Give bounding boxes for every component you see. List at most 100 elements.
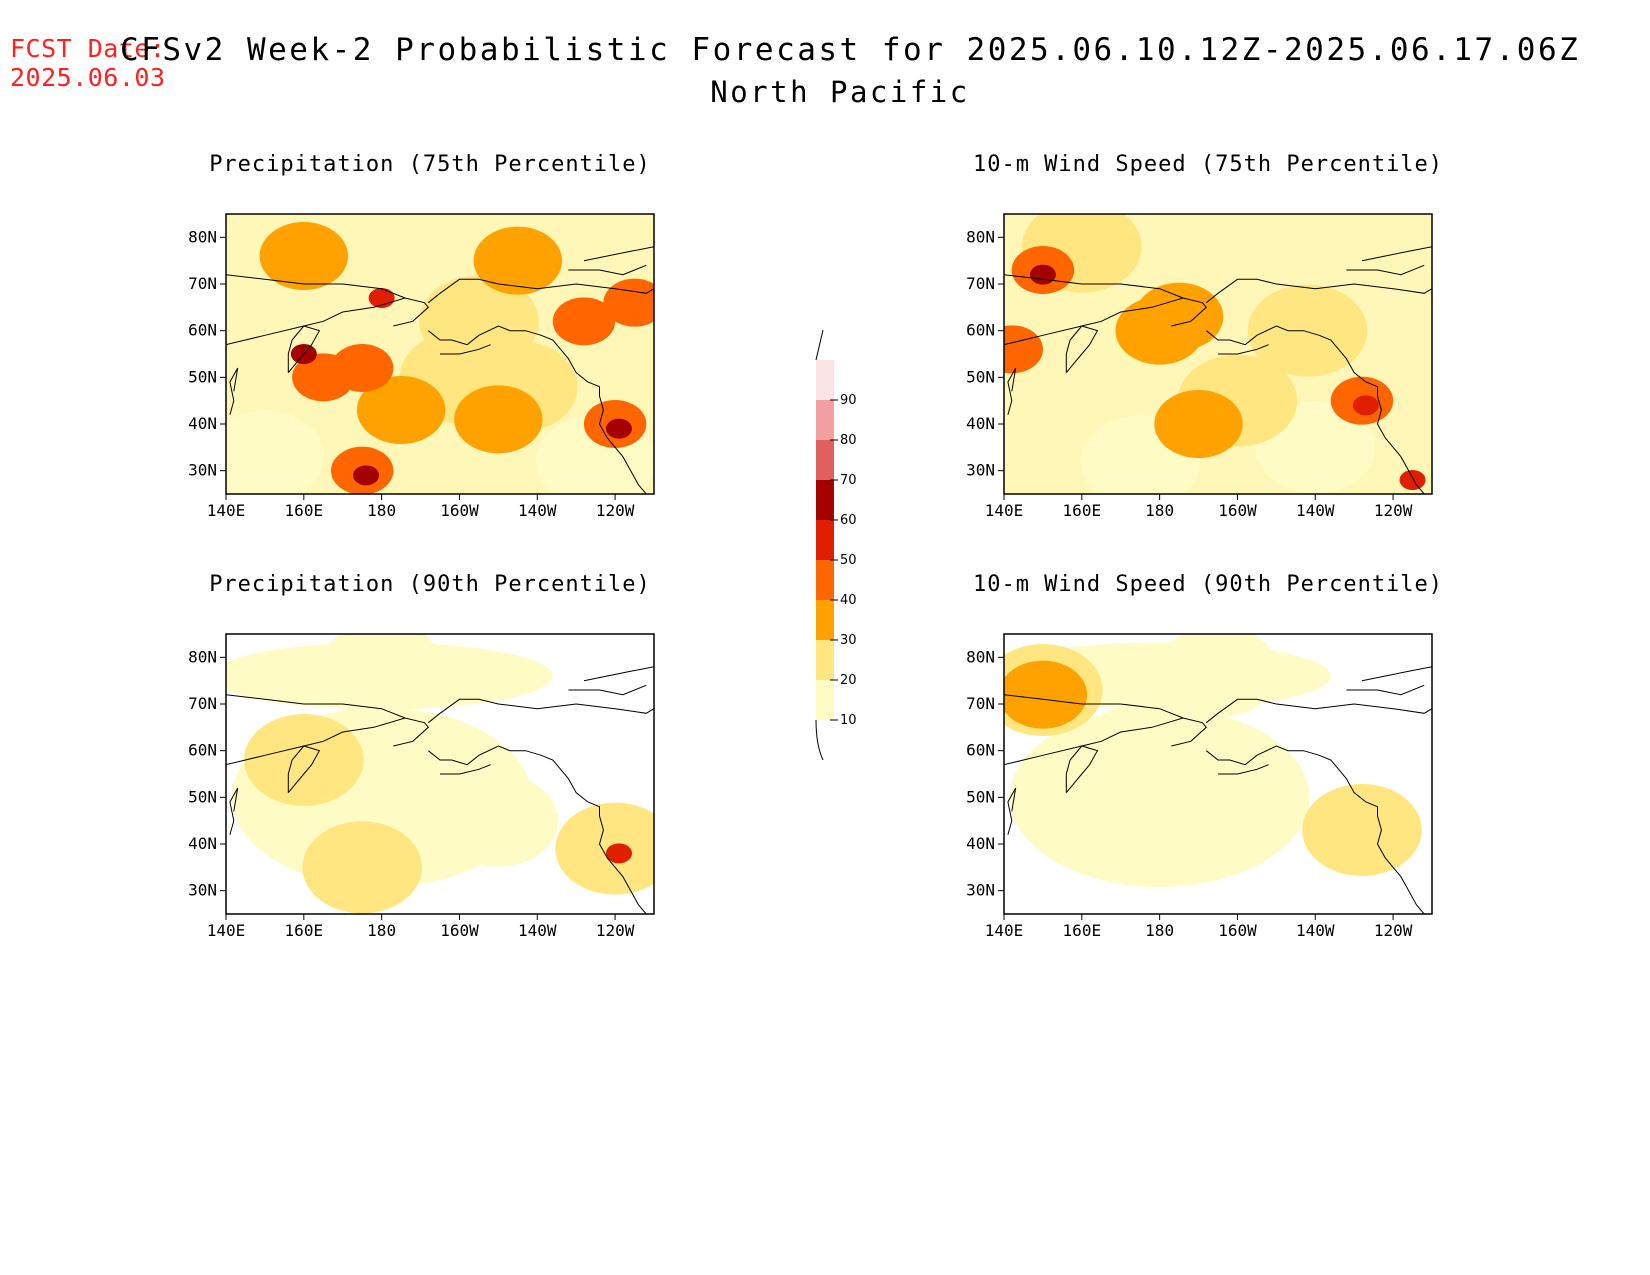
lat-tick-label: 70N <box>966 274 995 293</box>
coastline <box>1205 278 1432 304</box>
lon-tick-label: 160E <box>1063 921 1102 940</box>
probability-region <box>1158 634 1278 718</box>
coastline <box>568 264 647 276</box>
panel-wind-90: 10-m Wind Speed (90th Percentile) 30N 40N… <box>928 572 1488 992</box>
colorbar-label: 50 <box>840 553 857 568</box>
colorbar-swatch <box>816 400 834 440</box>
coastline <box>583 246 654 262</box>
panel-title: 10-m Wind Speed (75th Percentile) <box>972 152 1444 177</box>
probability-region <box>1004 660 1088 729</box>
coastline <box>1065 745 1099 794</box>
coastline <box>226 274 406 299</box>
map-frame <box>225 633 655 915</box>
panel-wind-75: 10-m Wind Speed (75th Percentile) 30N 40N… <box>928 152 1488 572</box>
lon-tick-label: 160W <box>1218 501 1257 520</box>
probability-region <box>605 418 632 439</box>
map-plot: 30N 40N 50N 60N 70N 80N 140E 160E 180 160W 140W 120… <box>188 213 655 520</box>
coastlines <box>1004 666 1432 914</box>
coastline <box>427 745 647 914</box>
coastline <box>440 344 491 355</box>
lat-tick-label: 50N <box>966 787 995 806</box>
coastlines <box>226 666 654 914</box>
lat-tick-label: 40N <box>966 414 995 433</box>
lat-tick-label: 60N <box>966 741 995 760</box>
lon-tick-label: 140E <box>207 921 246 940</box>
lon-tick-label: 140E <box>207 501 246 520</box>
colorbar-swatch <box>816 680 834 720</box>
probability-field <box>1004 634 1432 914</box>
map-frame <box>225 213 655 495</box>
probability-region <box>552 297 616 346</box>
colorbar-swatch <box>816 560 834 600</box>
colorbar-swatch <box>816 360 834 400</box>
coastline <box>229 787 239 835</box>
lat-tick-label: 70N <box>188 274 217 293</box>
lon-tick-label: 140W <box>518 501 557 520</box>
probability-region <box>1029 264 1056 285</box>
lon-tick-label: 160E <box>285 501 324 520</box>
coastline <box>1218 764 1269 775</box>
probability-region <box>226 410 325 494</box>
lon-tick-label: 180 <box>1145 921 1174 940</box>
lat-tick-label: 60N <box>188 321 217 340</box>
lon-tick-label: 180 <box>367 921 396 940</box>
panel-precip-90: Precipitation (90th Percentile) 30N 40N 50… <box>150 572 710 992</box>
lat-tick-label: 60N <box>188 741 217 760</box>
probability-region <box>1080 704 1200 797</box>
map-plot: 30N 40N 50N 60N 70N 80N 140E 160E 180 160W 140W 120… <box>188 633 655 940</box>
lon-tick-label: 120W <box>1374 921 1413 940</box>
panel-title: 10-m Wind Speed (90th Percentile) <box>972 572 1444 597</box>
lat-tick-label: 80N <box>188 227 217 246</box>
probability-region <box>454 385 543 454</box>
map-plot: 30N 40N 50N 60N 70N 80N 140E 160E 180 160W 140W 120… <box>966 213 1433 520</box>
coastline <box>583 666 654 682</box>
lon-tick-label: 160W <box>1218 921 1257 940</box>
coastline <box>1205 698 1432 724</box>
lon-tick-label: 140E <box>985 921 1024 940</box>
coastline <box>1004 297 1207 346</box>
lon-tick-label: 120W <box>1374 501 1413 520</box>
coastlines <box>1004 246 1432 494</box>
lon-tick-label: 160W <box>440 921 479 940</box>
colorbar-label: 40 <box>840 593 857 608</box>
map-frame <box>1003 213 1433 495</box>
probability-region <box>555 802 654 895</box>
lon-tick-label: 140W <box>1296 501 1335 520</box>
colorbar-swatch <box>816 520 834 560</box>
colorbar: 10 20 30 40 50 60 70 80 90 <box>806 329 866 761</box>
page-subtitle: North Pacific <box>710 75 970 109</box>
coastline <box>1218 344 1269 355</box>
coastline <box>1361 666 1432 682</box>
probability-region <box>341 751 461 844</box>
lon-tick-label: 160W <box>440 501 479 520</box>
coastline <box>287 325 321 374</box>
colorbar-swatch <box>816 480 834 520</box>
lat-tick-label: 80N <box>966 647 995 666</box>
lat-tick-label: 50N <box>188 367 217 386</box>
lat-tick-label: 40N <box>966 834 995 853</box>
coastline <box>427 325 647 494</box>
probability-region <box>353 465 380 486</box>
panel-title: Precipitation (90th Percentile) <box>209 572 651 597</box>
colorbar-top-arrow <box>815 329 824 361</box>
coastline <box>226 694 406 719</box>
coastline <box>1346 264 1425 276</box>
coastline <box>427 278 654 304</box>
lat-tick-label: 50N <box>188 787 217 806</box>
lat-tick-label: 30N <box>188 461 217 480</box>
forecast-date-value: 2025.06.03 <box>10 63 166 92</box>
map-plot: 30N 40N 50N 60N 70N 80N 140E 160E 180 160W 140W 120… <box>966 633 1433 940</box>
colorbar-label: 70 <box>840 473 857 488</box>
probability-region <box>1302 784 1422 876</box>
coastline <box>1361 246 1432 262</box>
colorbar-swatch <box>816 600 834 640</box>
colorbar-label: 30 <box>840 633 857 648</box>
colorbar-label: 80 <box>840 433 857 448</box>
colorbar-label: 20 <box>840 673 857 688</box>
lat-tick-label: 40N <box>188 414 217 433</box>
colorbar-label: 10 <box>840 713 857 728</box>
coastline <box>1346 684 1425 696</box>
probability-region <box>1154 390 1243 458</box>
lon-tick-label: 120W <box>596 501 635 520</box>
lon-tick-label: 140W <box>518 921 557 940</box>
